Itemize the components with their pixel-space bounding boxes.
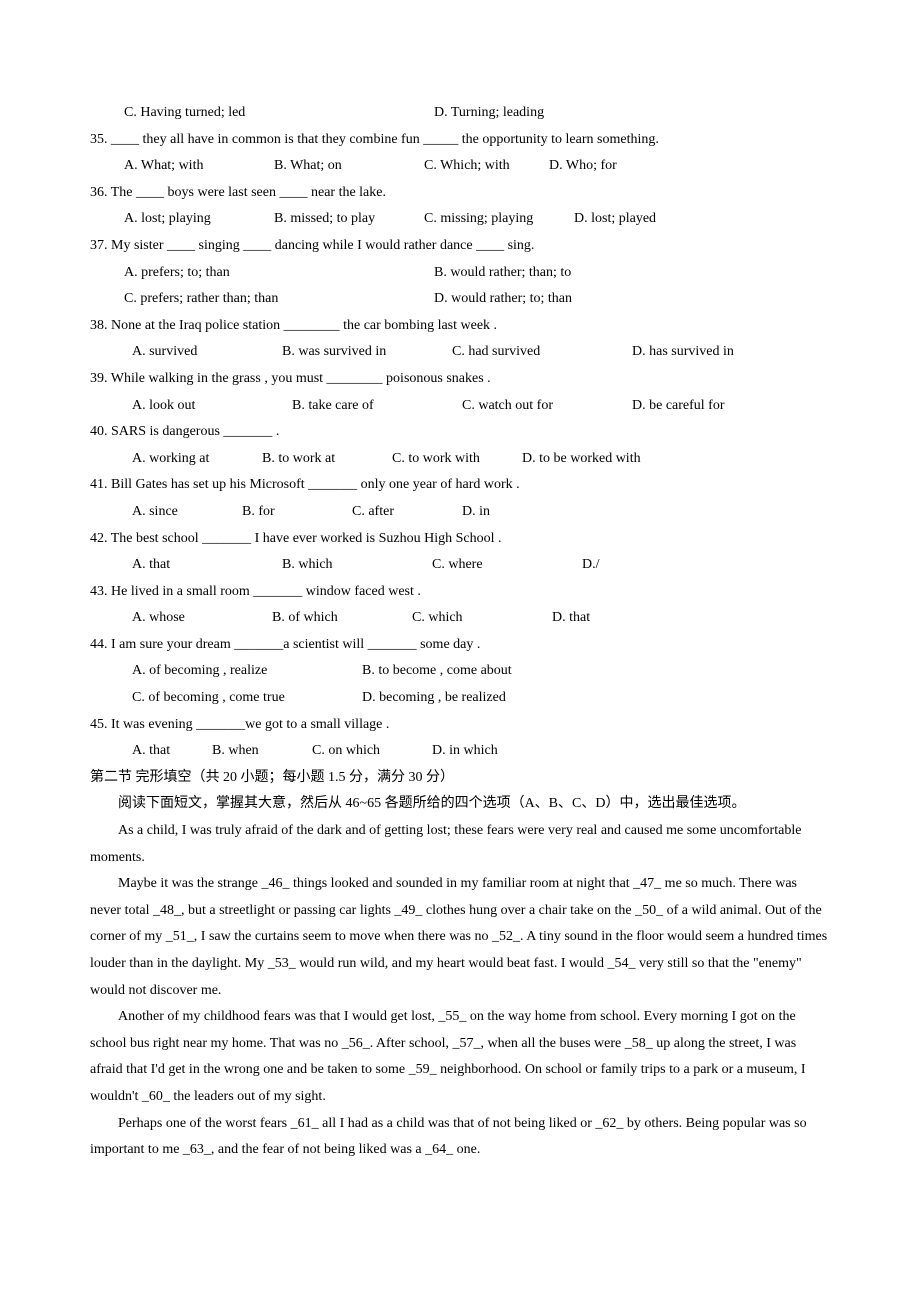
option-a: A. What; with xyxy=(124,153,274,180)
option-c: C. to work with xyxy=(392,446,522,473)
question-37-options-ab: A. prefers; to; than B. would rather; th… xyxy=(90,260,830,287)
question-38: 38. None at the Iraq police station ____… xyxy=(90,313,830,340)
option-d: D. becoming , be realized xyxy=(362,685,592,712)
question-37-options-cd: C. prefers; rather than; than D. would r… xyxy=(90,286,830,313)
option-b: B. was survived in xyxy=(282,339,452,366)
option-a: A. look out xyxy=(132,393,292,420)
question-44-options-ab: A. of becoming , realize B. to become , … xyxy=(90,658,830,685)
option-b: B. would rather; than; to xyxy=(434,260,744,287)
question-41-options: A. since B. for C. after D. in xyxy=(90,499,830,526)
option-b: B. missed; to play xyxy=(274,206,424,233)
option-b: B. to become , come about xyxy=(362,658,592,685)
option-d: D. that xyxy=(552,605,590,632)
option-c: C. after xyxy=(352,499,462,526)
option-c: C. watch out for xyxy=(462,393,632,420)
option-c: C. which xyxy=(412,605,552,632)
option-c: C. on which xyxy=(312,738,432,765)
option-a: A. whose xyxy=(132,605,272,632)
question-34-options-cd: C. Having turned; led D. Turning; leadin… xyxy=(90,100,830,127)
option-d: D. has survived in xyxy=(632,339,734,366)
option-c: C. where xyxy=(432,552,582,579)
question-40-options: A. working at B. to work at C. to work w… xyxy=(90,446,830,473)
option-d: D. to be worked with xyxy=(522,446,641,473)
cloze-paragraph-4: Perhaps one of the worst fears _61_ all … xyxy=(90,1111,830,1164)
option-a: A. survived xyxy=(132,339,282,366)
option-c: C. prefers; rather than; than xyxy=(124,286,434,313)
cloze-paragraph-2: Maybe it was the strange _46_ things loo… xyxy=(90,871,830,1004)
question-40: 40. SARS is dangerous _______ . xyxy=(90,419,830,446)
question-45-options: A. that B. when C. on which D. in which xyxy=(90,738,830,765)
question-37: 37. My sister ____ singing ____ dancing … xyxy=(90,233,830,260)
option-b: B. take care of xyxy=(292,393,462,420)
option-d: D. Turning; leading xyxy=(434,100,744,127)
question-45: 45. It was evening _______we got to a sm… xyxy=(90,712,830,739)
option-d: D. Who; for xyxy=(549,153,617,180)
question-35: 35. ____ they all have in common is that… xyxy=(90,127,830,154)
cloze-paragraph-1: As a child, I was truly afraid of the da… xyxy=(90,818,830,871)
option-d: D. lost; played xyxy=(574,206,656,233)
option-c: C. of becoming , come true xyxy=(132,685,362,712)
cloze-paragraph-3: Another of my childhood fears was that I… xyxy=(90,1004,830,1110)
option-c: C. had survived xyxy=(452,339,632,366)
option-a: A. working at xyxy=(132,446,262,473)
question-44: 44. I am sure your dream _______a scient… xyxy=(90,632,830,659)
question-39: 39. While walking in the grass , you mus… xyxy=(90,366,830,393)
question-42: 42. The best school _______ I have ever … xyxy=(90,526,830,553)
question-42-options: A. that B. which C. where D./ xyxy=(90,552,830,579)
question-36: 36. The ____ boys were last seen ____ ne… xyxy=(90,180,830,207)
option-a: A. of becoming , realize xyxy=(132,658,362,685)
option-d: D. in xyxy=(462,499,490,526)
option-b: B. What; on xyxy=(274,153,424,180)
question-36-options: A. lost; playing B. missed; to play C. m… xyxy=(90,206,830,233)
option-b: B. which xyxy=(282,552,432,579)
option-c: C. missing; playing xyxy=(424,206,574,233)
option-c: C. Which; with xyxy=(424,153,549,180)
option-b: B. for xyxy=(242,499,352,526)
option-d: D./ xyxy=(582,552,600,579)
question-38-options: A. survived B. was survived in C. had su… xyxy=(90,339,830,366)
section-2-header: 第二节 完形填空（共 20 小题；每小题 1.5 分，满分 30 分） xyxy=(90,765,830,792)
question-41: 41. Bill Gates has set up his Microsoft … xyxy=(90,472,830,499)
option-c: C. Having turned; led xyxy=(124,100,434,127)
option-a: A. that xyxy=(132,738,212,765)
option-a: A. prefers; to; than xyxy=(124,260,434,287)
option-d: D. in which xyxy=(432,738,498,765)
option-b: B. of which xyxy=(272,605,412,632)
option-d: D. be careful for xyxy=(632,393,725,420)
section-2-instruction: 阅读下面短文，掌握其大意，然后从 46~65 各题所给的四个选项（A、B、C、D… xyxy=(90,791,830,818)
question-35-options: A. What; with B. What; on C. Which; with… xyxy=(90,153,830,180)
question-39-options: A. look out B. take care of C. watch out… xyxy=(90,393,830,420)
question-43: 43. He lived in a small room _______ win… xyxy=(90,579,830,606)
option-a: A. that xyxy=(132,552,282,579)
option-a: A. lost; playing xyxy=(124,206,274,233)
option-a: A. since xyxy=(132,499,242,526)
question-44-options-cd: C. of becoming , come true D. becoming ,… xyxy=(90,685,830,712)
option-b: B. to work at xyxy=(262,446,392,473)
option-b: B. when xyxy=(212,738,312,765)
question-43-options: A. whose B. of which C. which D. that xyxy=(90,605,830,632)
option-d: D. would rather; to; than xyxy=(434,286,744,313)
